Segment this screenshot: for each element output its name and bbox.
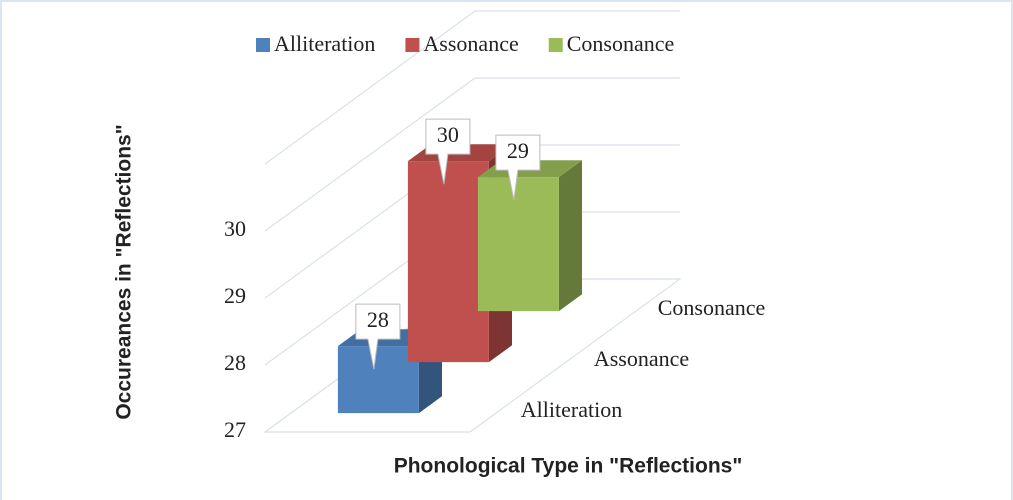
y-tick-label: 27 — [224, 417, 246, 442]
depth-tick-label: Alliteration — [521, 397, 622, 422]
x-axis-label: Phonological Type in "Reflections" — [394, 455, 743, 478]
data-label-box — [425, 118, 471, 185]
wall-edge — [264, 10, 680, 165]
legend-swatch — [405, 38, 420, 52]
bar-side — [558, 160, 582, 312]
y-tick-label: 29 — [224, 283, 246, 308]
data-label: 30 — [437, 122, 459, 147]
legend-swatch — [548, 38, 563, 52]
bar — [477, 160, 582, 312]
data-label: 28 — [367, 307, 389, 332]
y-tick-label: 28 — [224, 350, 246, 375]
data-label: 29 — [507, 138, 529, 163]
y-tick-label: 30 — [224, 216, 246, 241]
depth-tick-label: Consonance — [658, 295, 766, 320]
data-label-box — [355, 303, 401, 370]
legend-label: Consonance — [567, 31, 675, 56]
legend-label: Assonance — [423, 31, 518, 56]
bar-front — [407, 161, 489, 363]
bar-front — [337, 346, 419, 414]
legend-label: Alliteration — [274, 31, 375, 56]
bar-front — [477, 177, 559, 312]
data-label-box — [495, 134, 541, 201]
y-axis-label: Occureances in "Reflections" — [113, 124, 136, 419]
grid-line — [264, 77, 680, 232]
legend-swatch — [256, 38, 270, 52]
depth-tick-label: Assonance — [594, 346, 689, 371]
